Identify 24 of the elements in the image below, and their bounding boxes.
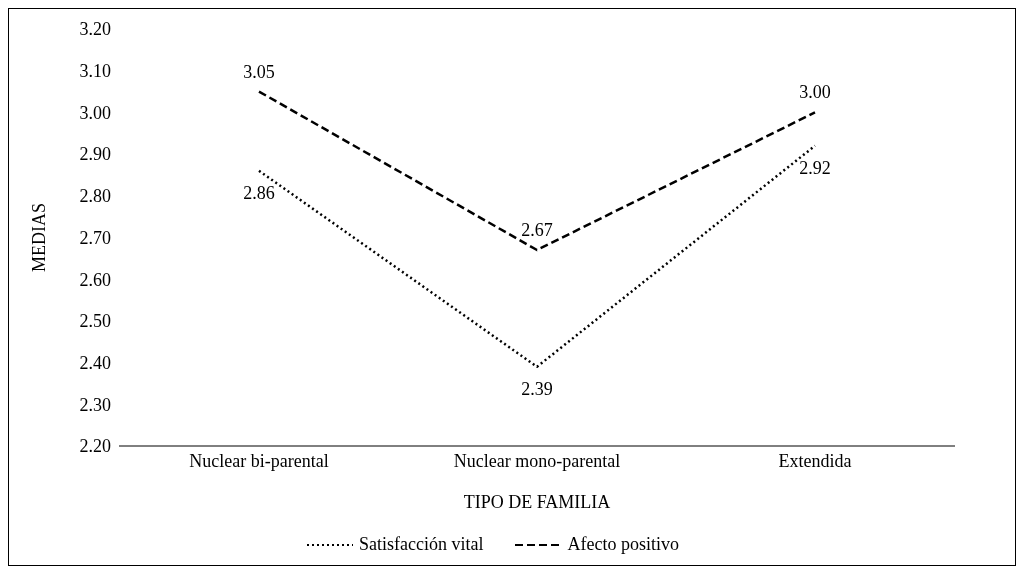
x-axis-title: TIPO DE FAMILIA [463,492,611,512]
y-tick-label: 2.50 [79,311,111,332]
x-tick-label: Nuclear bi-parental [189,450,329,471]
y-tick-label: 2.60 [79,269,111,290]
y-tick-label: 3.10 [79,61,111,82]
legend-label: Afecto positivo [567,534,679,555]
legend-label: Satisfacción vital [359,534,484,555]
data-label: 2.39 [521,378,553,399]
data-label: 2.67 [521,220,553,241]
y-tick-label: 2.30 [79,394,111,415]
x-tick-label: Nuclear mono-parental [453,450,621,471]
data-label: 2.86 [243,182,275,203]
y-tick-label: 2.80 [79,186,111,207]
y-tick-label: 2.90 [79,144,111,165]
y-tick-label: 2.40 [79,352,111,373]
data-label: 3.00 [799,82,831,103]
data-label: 2.92 [799,157,831,178]
y-tick-label: 2.70 [79,227,111,248]
y-tick-label: 3.20 [79,19,111,40]
y-tick-label: 3.00 [79,102,111,123]
data-label: 3.05 [243,61,275,82]
x-tick-label: Extendida [778,450,852,471]
y-axis-title: MEDIAS [29,202,50,273]
y-tick-label: 2.20 [79,436,111,457]
